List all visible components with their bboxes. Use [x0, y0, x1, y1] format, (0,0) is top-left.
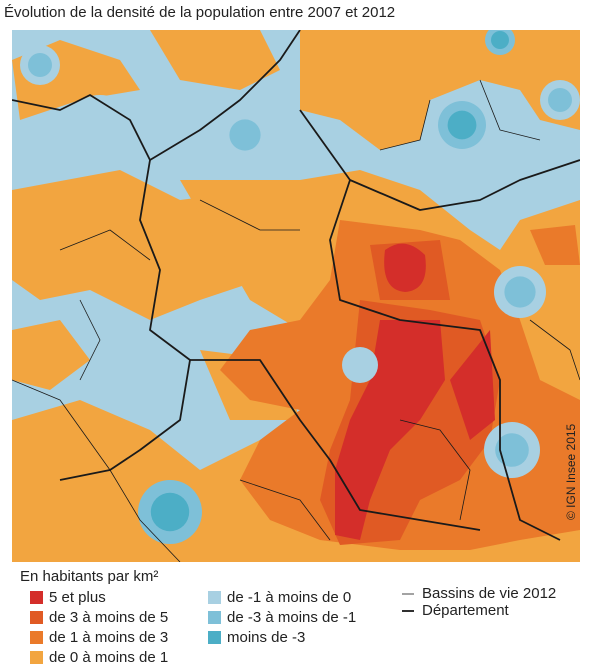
zone-blue-core	[495, 433, 529, 467]
basin-border	[379, 99, 431, 151]
zone-blue-core	[548, 88, 572, 112]
legend-label: de 1 à moins de 3	[49, 629, 168, 646]
legend-title: En habitants par km²	[20, 568, 158, 585]
legend-swatch	[208, 591, 221, 604]
department-border	[329, 179, 561, 541]
legend-swatch	[30, 611, 43, 624]
legend-swatch	[30, 591, 43, 604]
basin-border	[239, 479, 331, 541]
department-border	[190, 359, 481, 531]
zone-5-plus	[450, 330, 495, 440]
legend-swatch	[30, 651, 43, 664]
legend-swatch	[208, 611, 221, 624]
zone-blue-core	[491, 31, 509, 49]
legend-label: 5 et plus	[49, 589, 106, 606]
legend-label: de 0 à moins de 1	[49, 649, 168, 666]
legend-line-label: Bassins de vie 2012	[422, 585, 556, 602]
basin-border	[59, 229, 151, 261]
legend-line-label: Département	[422, 602, 510, 619]
zone-1-3	[530, 225, 580, 265]
zone-0-1	[300, 30, 580, 150]
zone-5-plus	[335, 320, 445, 540]
zone-5-plus	[384, 243, 426, 292]
department-border	[299, 109, 580, 211]
legend-swatch	[30, 631, 43, 644]
zone-blue-core	[28, 53, 52, 77]
department-border	[149, 30, 301, 161]
map-area	[12, 30, 580, 562]
map-title: Évolution de la densité de la population…	[4, 4, 395, 21]
legend-label: de -3 à moins de -1	[227, 609, 356, 626]
zone-blue-core	[447, 110, 477, 140]
basin-border	[79, 299, 101, 381]
basin-border	[529, 319, 580, 381]
legend-swatch	[208, 631, 221, 644]
basin-border	[479, 79, 541, 141]
credit: © IGN Insee 2015	[564, 423, 578, 520]
basin-border	[12, 379, 181, 562]
legend-label: de -1 à moins de 0	[227, 589, 351, 606]
legend-label: de 3 à moins de 5	[49, 609, 168, 626]
department-border	[12, 94, 191, 481]
zone-blue-core	[229, 119, 261, 151]
legend-label: moins de -3	[227, 629, 305, 646]
zone-blue	[342, 347, 378, 383]
basin-border	[199, 199, 300, 231]
zone-blue	[65, 95, 135, 165]
zone-blue-core	[150, 492, 190, 532]
zone-0-1	[150, 30, 280, 90]
basin-border	[399, 419, 471, 521]
zone-blue-core	[504, 276, 536, 308]
zone-0-1	[12, 320, 90, 390]
